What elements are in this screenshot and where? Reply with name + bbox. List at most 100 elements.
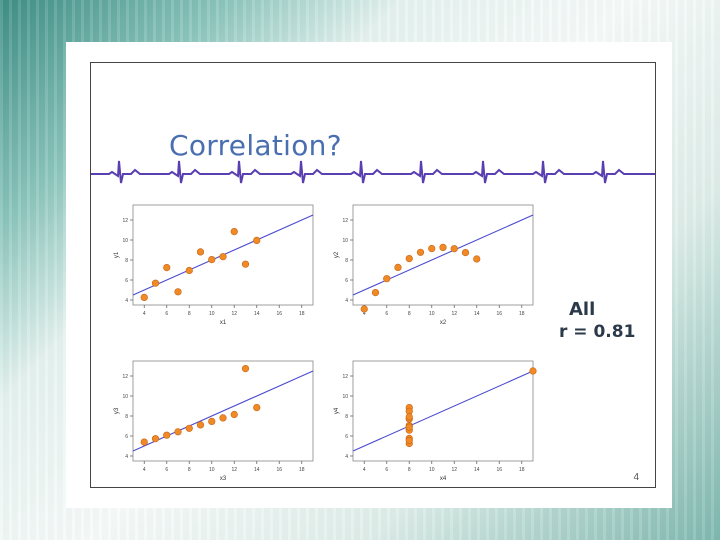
x-tick-label: 8 — [188, 467, 191, 473]
data-point — [450, 245, 458, 253]
data-point — [241, 364, 250, 373]
slide: Correlation? 4 6 8 10 12 14 16 18 4 6 8 10 12 x1 y1 4 6… — [90, 62, 656, 488]
y-tick-label: 6 — [345, 278, 348, 284]
regression-line — [132, 370, 314, 452]
y-tick-label: 8 — [345, 414, 348, 420]
x-tick-label: 16 — [276, 311, 282, 317]
x-tick-label: 16 — [276, 467, 282, 473]
scatter-plot-4: 4 6 8 10 12 14 16 18 4 6 8 10 12 x4 y4 — [334, 360, 537, 482]
data-point — [174, 288, 182, 296]
data-point — [219, 414, 227, 422]
x-tick-label: 4 — [143, 311, 146, 317]
x-tick-label: 6 — [385, 311, 388, 317]
data-point — [439, 243, 447, 252]
data-point — [196, 421, 205, 429]
r-value-label: r = 0.81 — [559, 322, 636, 342]
plot-frame — [352, 360, 534, 462]
data-point — [230, 227, 238, 236]
x-tick-label: 10 — [209, 311, 215, 317]
x-axis-label: x4 — [440, 476, 447, 482]
x-tick-label: 6 — [165, 467, 168, 473]
x-tick-label: 4 — [363, 467, 366, 473]
data-point — [163, 263, 171, 272]
x-tick-label: 6 — [385, 467, 388, 473]
data-point — [253, 403, 261, 412]
y-tick-label: 6 — [125, 434, 128, 440]
x-tick-label: 18 — [519, 311, 525, 317]
y-tick-label: 8 — [125, 414, 128, 420]
data-point — [405, 423, 413, 431]
plot-frame — [132, 204, 314, 306]
x-tick-label: 14 — [254, 467, 260, 473]
y-axis-label: y4 — [334, 407, 340, 414]
y-axis-label: y1 — [114, 251, 120, 258]
x-axis-label: x2 — [440, 320, 447, 326]
y-tick-label: 6 — [345, 434, 348, 440]
y-tick-label: 4 — [345, 454, 348, 460]
data-point — [405, 436, 413, 444]
data-point — [253, 236, 261, 245]
y-tick-label: 8 — [125, 258, 128, 264]
y-tick-label: 4 — [125, 298, 128, 304]
x-tick-label: 16 — [496, 311, 502, 317]
regression-line — [352, 214, 534, 296]
x-tick-label: 10 — [429, 311, 435, 317]
y-tick-label: 8 — [345, 258, 348, 264]
x-tick-label: 16 — [496, 467, 502, 473]
x-tick-label: 12 — [231, 467, 237, 473]
data-point — [219, 253, 227, 261]
x-tick-label: 4 — [363, 311, 366, 317]
y-tick-label: 10 — [122, 238, 128, 244]
x-tick-label: 12 — [451, 311, 457, 317]
x-tick-label: 18 — [299, 467, 305, 473]
x-tick-label: 8 — [408, 311, 411, 317]
data-point — [360, 305, 368, 313]
y-tick-label: 10 — [342, 238, 348, 244]
slide-title: Correlation? — [169, 129, 342, 162]
y-tick-label: 12 — [342, 218, 348, 224]
data-point — [529, 367, 537, 375]
data-point — [405, 413, 413, 421]
y-tick-label: 4 — [345, 298, 348, 304]
y-tick-label: 10 — [342, 394, 348, 400]
x-tick-label: 8 — [408, 467, 411, 473]
y-tick-label: 12 — [122, 218, 128, 224]
y-axis-label: y3 — [114, 407, 120, 414]
data-point — [185, 424, 193, 432]
scatter-plot-2: 4 6 8 10 12 14 16 18 4 6 8 10 12 x2 y2 — [334, 204, 534, 326]
y-axis-label: y2 — [334, 251, 340, 258]
data-point — [185, 266, 193, 275]
y-tick-label: 12 — [342, 374, 348, 380]
data-point — [461, 248, 470, 257]
data-point — [230, 410, 238, 419]
data-point — [140, 293, 148, 301]
data-point — [416, 248, 425, 256]
data-point — [241, 260, 250, 268]
data-point — [473, 255, 481, 263]
x-tick-label: 4 — [143, 467, 146, 473]
data-point — [428, 244, 436, 253]
data-point — [140, 438, 148, 446]
ecg-waveform — [91, 160, 655, 184]
data-point — [151, 279, 160, 287]
plot-frame — [132, 360, 314, 462]
x-tick-label: 8 — [188, 311, 191, 317]
x-tick-label: 12 — [451, 467, 457, 473]
x-tick-label: 14 — [474, 467, 480, 473]
scatter-plot-3: 4 6 8 10 12 14 16 18 4 6 8 10 12 x3 y3 — [114, 360, 314, 482]
regression-line — [352, 370, 534, 452]
x-axis-label: x1 — [220, 320, 227, 326]
correlation-summary: All r = 0.81 — [559, 299, 635, 342]
y-tick-label: 6 — [125, 278, 128, 284]
x-tick-label: 18 — [519, 467, 525, 473]
y-tick-label: 4 — [125, 454, 128, 460]
x-tick-label: 14 — [254, 311, 260, 317]
data-point — [163, 431, 171, 439]
data-point — [405, 254, 413, 263]
plot-frame — [352, 204, 534, 306]
page-number: 4 — [633, 472, 639, 483]
x-tick-label: 10 — [429, 467, 435, 473]
x-tick-label: 14 — [474, 311, 480, 317]
x-tick-label: 18 — [299, 311, 305, 317]
data-point — [208, 255, 216, 264]
